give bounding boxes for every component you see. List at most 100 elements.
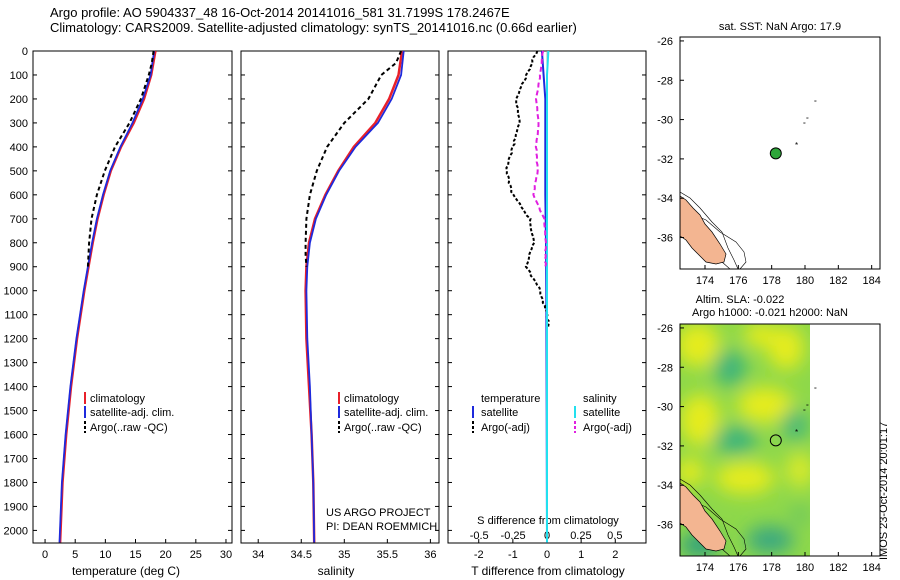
sla-heatmap [680, 324, 810, 556]
depth-tick-label: 1500 [4, 406, 28, 418]
depth-tick-label: 500 [10, 166, 28, 178]
depth-tick-label: 1700 [4, 453, 28, 465]
legend-targo: Argo(-adj) [481, 422, 530, 434]
temperature-xlabel: temperature (deg C) [72, 564, 180, 578]
depth-tick-label: 900 [10, 262, 28, 274]
sst-map-lat-axis: -26 -28 -30 -32 -34 -36 [657, 36, 684, 245]
salinity-xlabel: salinity [318, 564, 355, 578]
lat-tick-label: -32 [657, 441, 673, 453]
s-tick-label: 0.5 [607, 530, 622, 542]
depth-tick-label: 1100 [4, 310, 28, 322]
sla-map-lat-axis: -26 -28 -30 -32 -34 -36 [657, 323, 684, 532]
x-tick-label: 0 [42, 549, 48, 561]
x-tick-label: 35.5 [377, 549, 398, 561]
x-tick-label: 36 [424, 549, 436, 561]
x-tick-label: 5 [72, 549, 78, 561]
credit-line-1: US ARGO PROJECT [326, 507, 431, 519]
depth-tick-label: 400 [10, 142, 28, 154]
sst-map-lon-axis: 174 176 178 180 182 184 [696, 265, 881, 287]
sla-map: ° ° ° * [680, 324, 880, 556]
x-tick-label: 20 [160, 549, 172, 561]
lat-tick-label: -26 [657, 36, 673, 48]
depth-tick-label: 300 [10, 118, 28, 130]
sdiff-argo-line [532, 50, 548, 267]
difference-xlabel: T difference from climatology [471, 564, 625, 578]
x-tick-label: 1 [578, 549, 584, 561]
depth-tick-label: 800 [10, 238, 28, 250]
tdiff-argo-line [505, 50, 550, 328]
x-tick-label: 35 [338, 549, 350, 561]
sla-map-frame [679, 323, 881, 557]
lat-tick-label: -30 [657, 402, 673, 414]
depth-tick-label: 1400 [4, 382, 28, 394]
depth-tick-label: 200 [10, 94, 28, 106]
sla-map-title-1: Altim. SLA: -0.022 [696, 294, 785, 306]
legend-sargo: Argo(-adj) [583, 422, 632, 434]
legend-argo: Argo(..raw -QC) [90, 422, 168, 434]
credit-line-2: PI: DEAN ROEMMICH [326, 521, 437, 533]
legend-temp-title: temperature [481, 393, 540, 405]
legend-sal-title: salinity [583, 393, 617, 405]
lon-tick-label: 176 [729, 562, 747, 574]
sal-clim-line [304, 50, 404, 543]
sst-map-frame [679, 36, 881, 270]
temperature-x-axis: 0 5 10 15 20 25 30 [42, 539, 232, 561]
new-zealand-landmass [680, 478, 747, 556]
legend-clim: climatology [344, 393, 400, 405]
argo-location-marker [769, 434, 782, 447]
x-tick-label: -1 [508, 549, 518, 561]
x-tick-label: 15 [129, 549, 141, 561]
x-tick-label: 34.5 [291, 549, 312, 561]
new-zealand-landmass [680, 191, 747, 269]
temperature-legend: climatology satellite-adj. clim. Argo(..… [84, 392, 174, 434]
temperature-axes [32, 50, 233, 544]
kermadec-islands: ° [814, 99, 817, 107]
lon-tick-label: 180 [796, 562, 814, 574]
lon-tick-label: 184 [862, 275, 880, 287]
salinity-x-axis: 34 34.5 35 35.5 36 [252, 539, 437, 561]
sst-map-title: sat. SST: NaN Argo: 17.9 [719, 21, 841, 33]
lat-tick-label: -32 [657, 154, 673, 166]
legend-sat: satellite-adj. clim. [344, 407, 428, 419]
svg-text:°: ° [806, 116, 809, 124]
difference-legend: temperature salinity satellite Argo(-adj… [472, 393, 632, 434]
header-line-1: Argo profile: AO 5904337_48 16-Oct-2014 … [50, 5, 510, 20]
lon-tick-label: 180 [796, 275, 814, 287]
sal-argo-line [304, 50, 403, 267]
temp-sat-line [58, 50, 156, 543]
lat-tick-label: -34 [657, 193, 673, 205]
lon-tick-label: 182 [829, 275, 847, 287]
sla-map-lon-axis: 174 176 178 180 182 184 [696, 552, 881, 574]
depth-tick-label: 1900 [4, 501, 28, 513]
sla-map-title-2: Argo h1000: -0.021 h2000: NaN [692, 307, 848, 319]
lon-tick-label: 182 [829, 562, 847, 574]
depth-tick-label: 1000 [4, 286, 28, 298]
lat-tick-label: -30 [657, 115, 673, 127]
x-tick-label: 0 [544, 549, 550, 561]
svg-text:°: ° [803, 408, 806, 416]
salinity-axes [240, 50, 440, 544]
x-tick-label: 30 [220, 549, 232, 561]
svg-text:*: * [795, 141, 798, 150]
lat-tick-label: -36 [657, 233, 673, 245]
legend-ssat: satellite [583, 407, 620, 419]
depth-tick-label: 0 [22, 46, 28, 58]
lon-tick-label: 184 [862, 562, 880, 574]
svg-text:°: ° [806, 403, 809, 411]
lon-tick-label: 174 [696, 562, 714, 574]
salinity-legend: climatology satellite-adj. clim. Argo(..… [338, 392, 428, 434]
sal-sat-line [305, 50, 405, 543]
depth-tick-label: 600 [10, 190, 28, 202]
s-tick-label: -0.25 [501, 530, 526, 542]
lat-tick-label: -34 [657, 480, 673, 492]
lat-tick-label: -26 [657, 323, 673, 335]
lat-tick-label: -28 [657, 75, 673, 87]
svg-text:°: ° [803, 121, 806, 129]
depth-tick-label: 100 [10, 70, 28, 82]
kermadec-islands: ° [814, 386, 817, 394]
s-tick-label: 0.25 [570, 530, 591, 542]
lat-tick-label: -28 [657, 362, 673, 374]
depth-tick-label: 2000 [4, 525, 28, 537]
depth-tick-label: 700 [10, 214, 28, 226]
